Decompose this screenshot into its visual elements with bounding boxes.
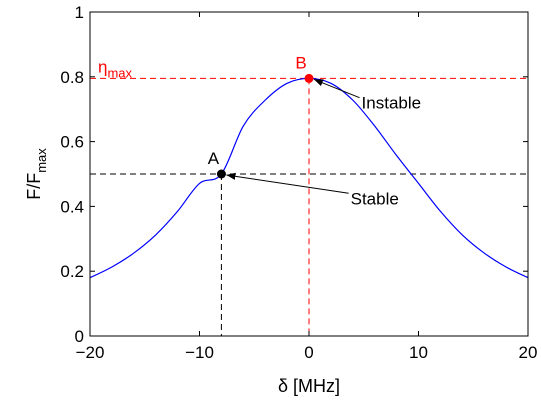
y-axis-label-main: F/F — [24, 173, 44, 200]
y-tick-label: 0.4 — [60, 197, 84, 216]
eta-symbol: η — [98, 57, 107, 76]
y-tick-label: 0.2 — [60, 262, 84, 281]
x-tick-label: 0 — [304, 343, 313, 362]
point-a — [216, 169, 226, 179]
point-label-b: B — [295, 53, 306, 72]
y-tick-label: 0.8 — [60, 68, 84, 87]
y-axis-label: F/Fmax — [24, 148, 49, 200]
y-tick-label: 1 — [75, 3, 84, 22]
x-tick-label: −10 — [185, 343, 214, 362]
point-label-a: A — [208, 149, 220, 168]
annotation-stable: Stable — [351, 189, 399, 208]
x-tick-label: 10 — [409, 343, 428, 362]
annotation-instable: Instable — [362, 94, 422, 113]
eta-max-label: ηmax — [98, 57, 133, 80]
eta-subscript: max — [107, 65, 132, 80]
annotation-arrow-instable — [313, 78, 360, 99]
x-axis-label: δ [MHz] — [278, 376, 340, 396]
annotation-arrow-stable — [226, 172, 349, 194]
y-tick-label: 0.6 — [60, 133, 84, 152]
y-axis-label-subscript: max — [34, 148, 49, 173]
series-line-0 — [89, 77, 529, 279]
point-b — [304, 73, 314, 83]
x-tick-label: 20 — [519, 343, 538, 362]
x-tick-label: −20 — [76, 343, 105, 362]
y-tick-label: 0 — [75, 327, 84, 346]
